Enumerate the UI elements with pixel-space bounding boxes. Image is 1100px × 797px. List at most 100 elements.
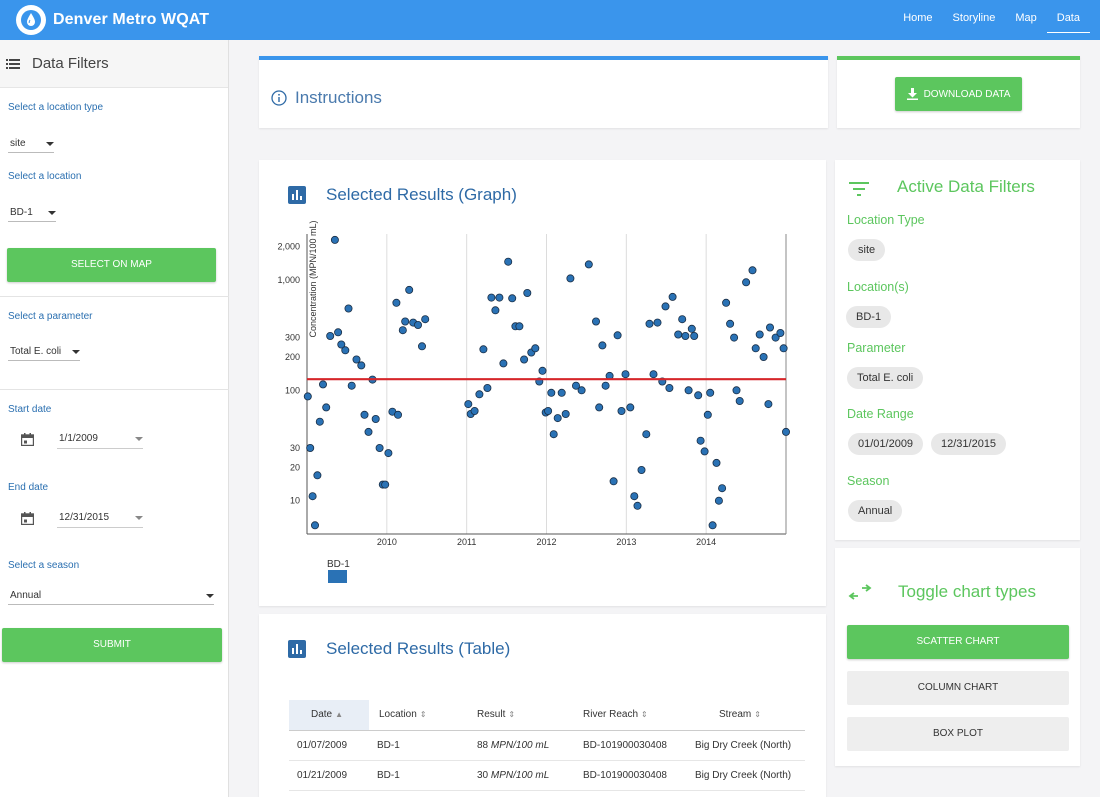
data-point [381, 480, 390, 489]
location-type-label: Select a location type [8, 102, 104, 113]
parameter-label: Select a parameter [8, 311, 93, 322]
start-date-value: 1/1/2009 [59, 433, 98, 444]
box-plot-button[interactable]: BOX PLOT [847, 717, 1069, 751]
download-icon [906, 88, 918, 100]
data-point [708, 521, 717, 530]
data-point [413, 320, 422, 329]
data-point [722, 298, 731, 307]
top-bar: Denver Metro WQAT Home Storyline Map Dat… [0, 0, 1100, 40]
active-filters-title: Active Data Filters [897, 177, 1035, 196]
parameter-select[interactable]: Total E. coli [8, 346, 80, 361]
data-point [557, 388, 566, 397]
location-type-select[interactable]: site [8, 138, 54, 153]
nav-home[interactable]: Home [903, 12, 933, 24]
data-point [601, 381, 610, 390]
scatter-chart: 2010 2011 2012 2013 2014 10 20 30 100 200 300 1,000… [277, 220, 791, 583]
data-point [479, 345, 488, 354]
data-point [330, 235, 339, 244]
data-point [470, 406, 479, 415]
graph-title: Selected Results (Graph) [326, 185, 517, 204]
data-point [384, 449, 393, 458]
toggle-chart-card: Toggle chart types SCATTER CHART COLUMN … [835, 548, 1080, 766]
data-point [617, 406, 626, 415]
data-point [665, 383, 674, 392]
sidebar-header: Data Filters [0, 40, 228, 88]
data-point [730, 333, 739, 342]
data-point [595, 403, 604, 412]
data-point [352, 355, 361, 364]
data-point [322, 403, 331, 412]
y-tick-label: 30 [290, 443, 300, 453]
bar-chart-icon [288, 640, 306, 658]
cell-date: 01/07/2009 [289, 730, 369, 761]
chevron-down-icon [72, 349, 80, 354]
data-point [742, 278, 751, 287]
table-row[interactable]: 01/21/2009 BD-1 30 MPN/100 mL BD-1019000… [289, 760, 805, 791]
scatter-chart-button[interactable]: SCATTER CHART [847, 625, 1069, 659]
data-point [782, 427, 791, 436]
end-date-label: End date [8, 482, 49, 493]
location-label: Select a location [8, 171, 82, 182]
data-point [520, 355, 529, 364]
select-on-map-button[interactable]: SELECT ON MAP [7, 248, 216, 282]
nav-data[interactable]: Data [1046, 0, 1091, 40]
data-point [398, 326, 407, 335]
data-point [759, 352, 768, 361]
column-header-stream[interactable]: Stream ⇕ [681, 700, 805, 731]
chevron-down-icon [135, 436, 143, 441]
brand[interactable]: Denver Metro WQAT [16, 4, 209, 36]
data-point [718, 484, 727, 493]
x-tick-label: 2014 [696, 537, 716, 547]
data-point [561, 409, 570, 418]
column-header-date[interactable]: Date ▲ [289, 700, 369, 731]
x-tick-label: 2011 [457, 537, 476, 547]
data-point [751, 344, 760, 353]
data-point [475, 390, 484, 399]
menu-icon[interactable] [6, 58, 20, 69]
location-select[interactable]: BD-1 [8, 207, 56, 222]
nav-storyline[interactable]: Storyline [952, 12, 996, 24]
end-date-field[interactable]: 12/31/2015 [57, 512, 143, 528]
cell-location: BD-1 [369, 730, 453, 761]
download-data-button[interactable]: DOWNLOAD DATA [895, 77, 1022, 111]
data-point [523, 288, 532, 297]
table-row[interactable]: 01/07/2009 BD-1 88 MPN/100 mL BD-1019000… [289, 730, 805, 761]
data-point [687, 324, 696, 333]
data-point [337, 340, 346, 349]
location-value: BD-1 [10, 207, 33, 218]
start-date-field[interactable]: 1/1/2009 [57, 433, 143, 449]
af-parameter-label: Parameter [847, 341, 906, 355]
column-header-location[interactable]: Location ⇕ [369, 700, 453, 731]
instructions-card[interactable]: Instructions [259, 56, 828, 128]
chip-date-end: 12/31/2015 [931, 433, 1007, 455]
column-header-result[interactable]: Result ⇕ [453, 700, 561, 731]
data-point [491, 306, 500, 315]
data-point [306, 443, 315, 452]
data-point [591, 317, 600, 326]
x-tick-label: 2012 [536, 537, 556, 547]
column-chart-button[interactable]: COLUMN CHART [847, 671, 1069, 705]
data-point [712, 458, 721, 467]
table-card: Selected Results (Table) Date ▲ Location ⇕… [259, 614, 826, 797]
cell-result: 30 MPN/100 mL [453, 760, 561, 791]
nav-map[interactable]: Map [1015, 12, 1037, 24]
legend-swatch[interactable] [328, 570, 347, 583]
chevron-down-icon [206, 593, 214, 598]
column-header-river-reach[interactable]: River Reach ⇕ [561, 700, 681, 731]
data-point [311, 521, 320, 530]
data-point [347, 381, 356, 390]
data-point [308, 492, 317, 501]
data-point [696, 436, 705, 445]
cell-river-reach: BD-101900030408 [561, 730, 681, 761]
start-date-label: Start date [8, 404, 52, 415]
data-point [764, 400, 773, 409]
data-point [577, 386, 586, 395]
season-select[interactable]: Annual [8, 590, 214, 605]
sidebar-divider [0, 389, 229, 390]
parameter-value: Total E. coli [10, 346, 62, 357]
graph-card: Selected Results (Graph) 2010 2011 2012 201… [259, 160, 826, 606]
chip-parameter: Total E. coli [847, 367, 924, 389]
data-point [637, 465, 646, 474]
data-point [499, 359, 508, 368]
submit-button[interactable]: SUBMIT [2, 628, 222, 662]
